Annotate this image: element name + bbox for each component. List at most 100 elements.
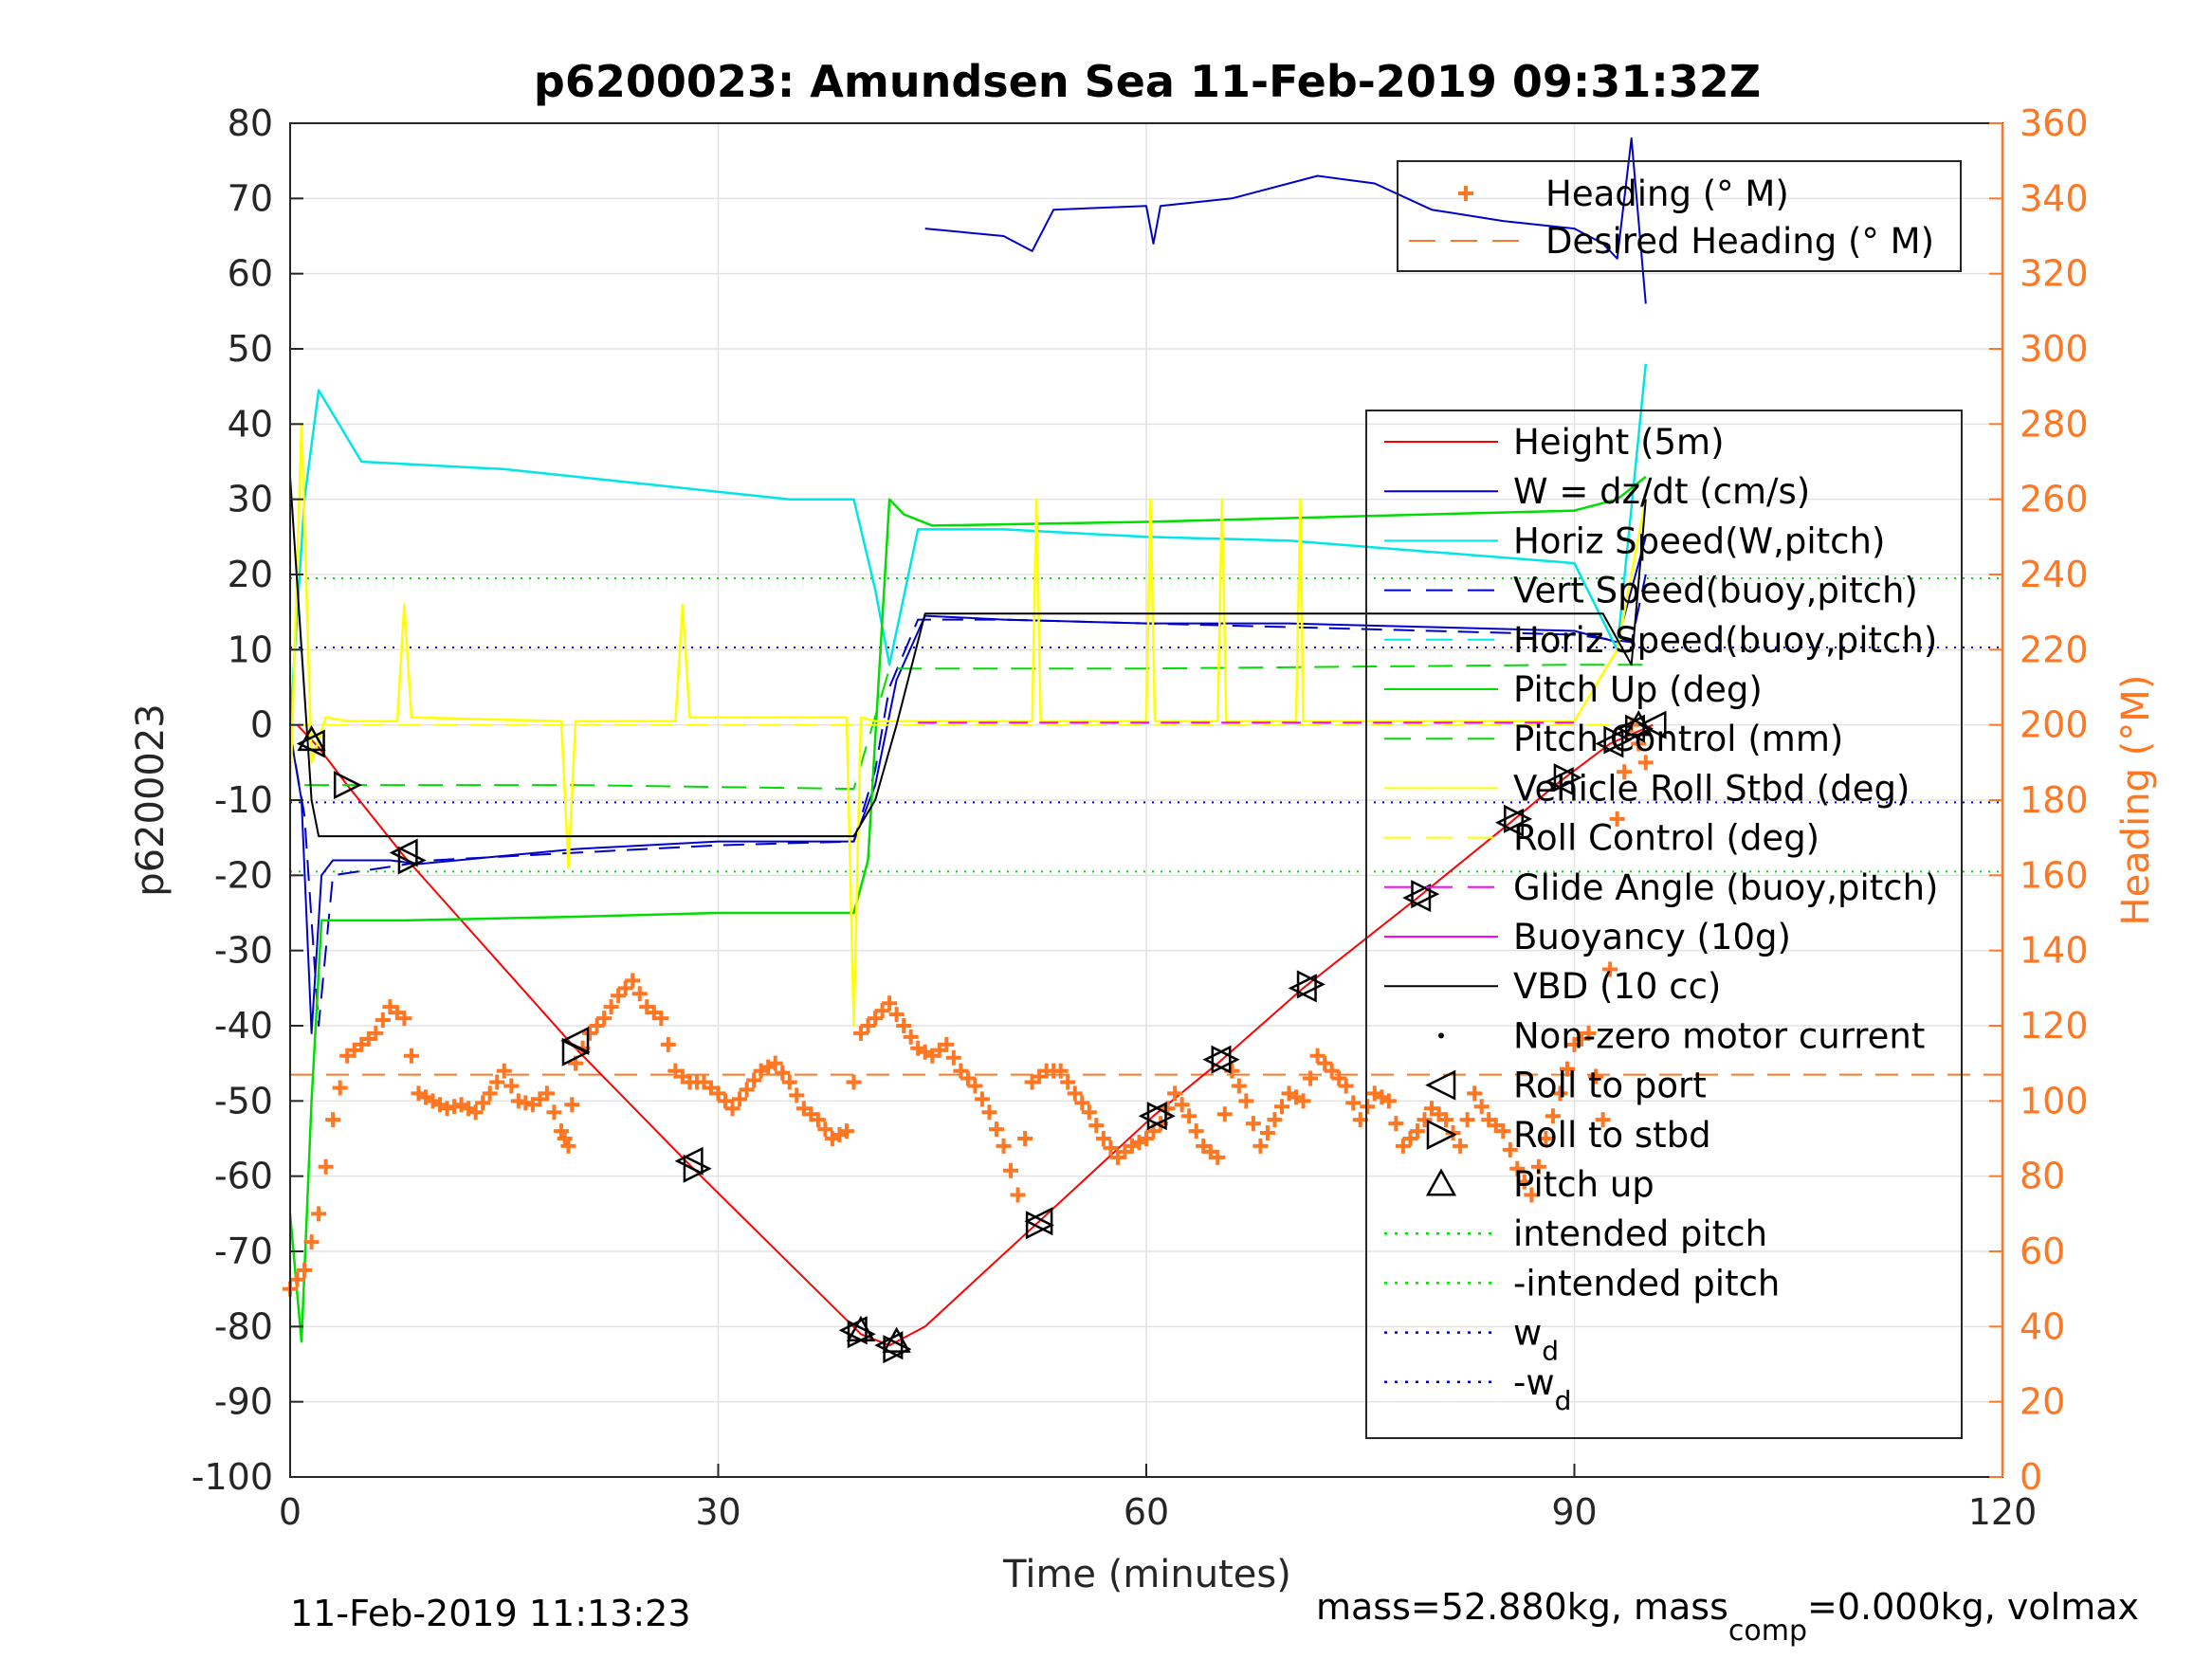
y-tick-label: 0: [250, 704, 273, 746]
heading-point: [1067, 1085, 1083, 1102]
heading-point: [953, 1063, 969, 1079]
heading-point: [297, 1262, 313, 1278]
heading-point: [1380, 1093, 1397, 1109]
heading-point: [1010, 1187, 1026, 1203]
footer-mass-part2: =0.000kg, volmax: [1807, 1586, 2139, 1628]
pitch-up-marker: [882, 1326, 911, 1353]
heading-point: [596, 1011, 612, 1027]
heading-point: [882, 995, 898, 1012]
heading-point: [1003, 1162, 1019, 1178]
heading-point: [375, 1012, 391, 1029]
roll-to-stbd-marker: [1211, 1045, 1240, 1074]
legend-swatch: [1425, 1069, 1456, 1101]
heading-point: [631, 986, 648, 1002]
y-tick-label: -80: [214, 1305, 273, 1347]
legend-main-label: Horiz Speed(W,pitch): [1513, 520, 1885, 561]
legend-main-label: Roll to port: [1513, 1066, 1707, 1106]
roll-to-stbd-marker: [1025, 1211, 1054, 1240]
right-y-tick-label: 40: [2020, 1305, 2065, 1347]
y-tick-label: 60: [228, 253, 273, 295]
heading-point: [318, 1158, 334, 1175]
roll-to-port-marker: [1637, 710, 1667, 739]
legend-label-text: Glide Angle (buoy,pitch): [1513, 867, 1938, 908]
y-axis-right-label: Heading (°M): [2114, 675, 2158, 926]
right-y-tick-label: 240: [2020, 554, 2089, 595]
x-tick-label: 0: [279, 1491, 302, 1533]
legend-label-text: -intended pitch: [1513, 1263, 1780, 1304]
legend-main-label: wd: [1513, 1313, 1559, 1367]
roll-to-stbd-marker: [1411, 880, 1440, 909]
legend-main-label: Non-zero motor current: [1513, 1015, 1925, 1056]
series-layer: [283, 137, 1654, 1347]
heading-point: [1588, 1068, 1604, 1085]
heading-point: [1453, 1138, 1469, 1154]
heading-point: [1324, 1063, 1340, 1079]
heading-point: [1530, 1158, 1546, 1175]
heading-point: [1360, 1099, 1376, 1115]
heading-point: [503, 1078, 520, 1094]
series-vert-speed-buoy-pitch: [289, 574, 1647, 1027]
heading-point: [853, 1025, 868, 1041]
heading-point: [967, 1078, 983, 1094]
roll-to-stbd-marker: [1146, 1102, 1176, 1131]
series-vehicle-roll-stbd-deg: [288, 423, 1648, 1028]
legend-label-text: w: [1513, 1313, 1542, 1354]
right-y-tick-label: 160: [2020, 854, 2089, 896]
footer-mass-info: mass=52.880kg, masscomp=0.000kg, volmax: [1316, 1586, 2139, 1648]
x-axis-label: Time (minutes): [1002, 1553, 1291, 1596]
footer-timestamp: 11-Feb-2019 11:13:23: [290, 1593, 691, 1634]
heading-point: [781, 1074, 797, 1090]
legend-heading-label: Desired Heading (° M): [1545, 221, 1934, 262]
heading-point: [1295, 1093, 1311, 1109]
heading-point: [475, 1095, 491, 1111]
legend-label-text: W = dz/dt (cm/s): [1513, 471, 1810, 512]
heading-point: [1167, 1085, 1183, 1102]
heading-point: [974, 1091, 990, 1107]
roll-to-stbd-marker: [561, 1037, 591, 1066]
roll-to-stbd-marker: [1603, 725, 1633, 755]
heading-point: [1438, 1112, 1454, 1128]
legend-label-text: Horiz Speed(buoy,pitch): [1513, 620, 1937, 661]
heading-point: [1516, 1174, 1532, 1190]
pitch-up-marker: [846, 1315, 876, 1341]
series-pitch-up-deg: [288, 475, 1647, 1343]
heading-point: [1181, 1108, 1197, 1124]
heading-point: [1174, 1097, 1190, 1113]
y-tick-label: -100: [192, 1456, 273, 1498]
legend-label-text: intended pitch: [1513, 1213, 1767, 1254]
y-tick-label: 80: [228, 102, 273, 144]
heading-point: [874, 1003, 890, 1019]
heading-point: [1509, 1160, 1526, 1176]
heading-point: [896, 1018, 912, 1033]
y-tick-label: -60: [214, 1156, 273, 1197]
heading-point: [1395, 1138, 1411, 1154]
right-y-tick-label: 300: [2020, 328, 2089, 370]
heading-point: [589, 1018, 605, 1033]
heading-point: [888, 1007, 905, 1023]
heading-point: [582, 1025, 598, 1041]
heading-point: [289, 1271, 305, 1287]
series-w-segment-upper: [924, 137, 1647, 304]
heading-point: [1309, 1048, 1325, 1064]
legend-label-text: Pitch up: [1513, 1164, 1654, 1205]
roll-to-stbd-marker: [1296, 970, 1325, 999]
heading-point: [1524, 1187, 1540, 1203]
heading-point: [981, 1104, 997, 1121]
footer-mass-part1: mass=52.880kg, mass: [1316, 1586, 1728, 1628]
y-tick-label: 70: [228, 177, 273, 219]
heading-point: [1303, 1070, 1319, 1086]
legend-main-label: VBD (10 cc): [1513, 966, 1721, 1007]
heading-point: [767, 1055, 783, 1071]
legend-label-text: -w: [1513, 1362, 1555, 1403]
right-y-tick-label: 220: [2020, 629, 2089, 670]
legend-swatch: [1425, 1168, 1457, 1196]
legend-label-text: VBD (10 cc): [1513, 966, 1721, 1007]
right-y-tick-label: 120: [2020, 1005, 2089, 1047]
y-tick-label: 10: [228, 629, 273, 670]
marker-layer: [296, 710, 1667, 1364]
heading-point: [1188, 1123, 1204, 1139]
legend-label-text: Roll Control (deg): [1513, 818, 1819, 859]
heading-point: [817, 1121, 833, 1138]
heading-point: [1238, 1093, 1254, 1109]
pitch-up-marker: [297, 724, 326, 752]
